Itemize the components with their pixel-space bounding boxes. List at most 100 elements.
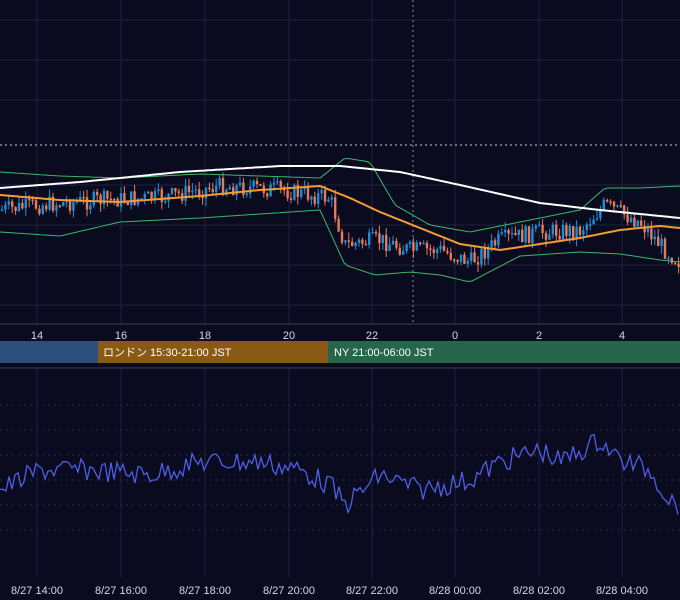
- candle-body: [463, 254, 466, 264]
- candle-body: [626, 214, 629, 223]
- datetime-tick-label: 8/27 14:00: [11, 585, 63, 597]
- candle-body: [623, 205, 626, 215]
- candle-body: [204, 187, 208, 199]
- candle-body: [395, 240, 398, 248]
- candle-body: [555, 224, 558, 236]
- hour-axis: 14 16 18 20 22 0 2 4: [31, 330, 625, 342]
- oscillator-line: [0, 433, 679, 515]
- candle-body: [504, 230, 507, 233]
- session-london: [98, 341, 328, 363]
- candle-body: [106, 191, 109, 199]
- candle-body: [344, 240, 347, 243]
- candle-body: [337, 218, 340, 232]
- candle-body: [330, 197, 333, 200]
- hour-tick-label: 14: [31, 330, 43, 342]
- candle-body: [347, 240, 350, 242]
- candle-body: [527, 226, 531, 244]
- candle-body: [232, 187, 235, 196]
- candle-body: [449, 252, 452, 260]
- session-london-label: ロンドン 15:30-21:00 JST: [103, 347, 232, 359]
- candle-body: [446, 250, 449, 253]
- candle-body: [510, 232, 514, 235]
- candle-body: [14, 206, 17, 211]
- candle-body: [405, 244, 408, 251]
- candle-body: [140, 198, 143, 200]
- candle-body: [126, 202, 129, 206]
- candle-body: [602, 199, 605, 210]
- candle-body: [466, 261, 469, 264]
- candle-body: [119, 193, 123, 207]
- candle-body: [177, 191, 180, 194]
- candle-body: [619, 205, 622, 207]
- candle-body: [643, 225, 646, 233]
- candle-body: [667, 257, 670, 260]
- candle-body: [419, 242, 422, 245]
- candle-body: [436, 249, 439, 254]
- candle-body: [300, 189, 303, 197]
- candle-body: [167, 193, 170, 201]
- candle-body: [235, 185, 238, 196]
- candle-body: [490, 240, 493, 248]
- candle-body: [439, 245, 442, 250]
- hour-tick-label: 4: [619, 330, 625, 342]
- candle-body: [317, 193, 320, 204]
- candle-body: [663, 238, 667, 259]
- candle-body: [599, 209, 602, 219]
- datetime-tick-label: 8/28 04:00: [596, 585, 648, 597]
- candle-body: [551, 224, 554, 235]
- candle-body: [538, 224, 541, 227]
- datetime-tick-label: 8/27 22:00: [346, 585, 398, 597]
- candle-body: [334, 197, 337, 219]
- candle-body: [327, 199, 330, 202]
- candle-body: [415, 242, 418, 251]
- candle-body: [38, 208, 41, 214]
- candle-body: [272, 182, 276, 185]
- candle-body: [633, 217, 636, 227]
- candle-body: [31, 199, 34, 201]
- datetime-tick-label: 8/27 18:00: [179, 585, 231, 597]
- session-tokyo: [0, 341, 98, 363]
- session-ny-label: NY 21:00-06:00 JST: [334, 347, 434, 359]
- candle-body: [82, 196, 85, 199]
- candle-body: [670, 257, 673, 263]
- candle-body: [75, 201, 78, 203]
- candle-body: [99, 195, 102, 205]
- candle-body: [102, 191, 106, 205]
- candle-body: [653, 236, 656, 240]
- candle-body: [470, 252, 473, 261]
- hour-tick-label: 2: [536, 330, 542, 342]
- candle-body: [150, 191, 153, 201]
- candle-body: [422, 243, 425, 245]
- moving-average-short: [0, 184, 680, 252]
- candle-body: [58, 205, 61, 207]
- moving-average-long: [0, 165, 680, 219]
- candle-body: [276, 181, 279, 183]
- candle-body: [147, 191, 150, 194]
- candle-body: [453, 259, 456, 261]
- candle-body: [568, 226, 571, 236]
- candle-body: [55, 205, 58, 211]
- candle-body: [123, 193, 126, 203]
- candle-body: [640, 220, 643, 226]
- candle-body: [191, 190, 194, 193]
- candle-body: [96, 192, 99, 196]
- candle-body: [225, 189, 228, 195]
- candle-body: [252, 180, 255, 187]
- candle-body: [160, 189, 163, 202]
- candle-body: [354, 242, 357, 246]
- candle-body: [582, 230, 585, 235]
- session-bar: ロンドン 15:30-21:00 JST NY 21:00-06:00 JST: [0, 341, 680, 363]
- candle-body: [174, 188, 177, 192]
- candle-body: [72, 202, 75, 211]
- candle-body: [211, 189, 214, 192]
- candle-body: [677, 263, 680, 268]
- candle-body: [11, 201, 14, 207]
- candle-body: [541, 224, 544, 233]
- candle-body: [381, 234, 384, 244]
- candle-body: [507, 230, 510, 234]
- hour-tick-label: 20: [283, 330, 295, 342]
- candle-body: [578, 226, 582, 235]
- candle-body: [357, 239, 361, 243]
- candle-body: [371, 232, 374, 234]
